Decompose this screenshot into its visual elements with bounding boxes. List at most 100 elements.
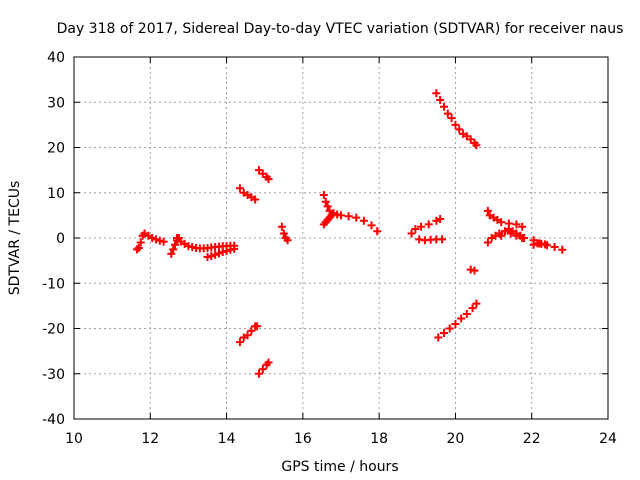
data-point <box>497 231 506 240</box>
x-tick-label: 22 <box>523 431 541 447</box>
data-point <box>214 249 223 258</box>
data-point <box>247 326 256 335</box>
tick-labels: 10 12 14 16 18 20 22 24 -40 -30 -20 -10 0 10 20 30 40 <box>42 50 617 447</box>
data-series <box>319 211 336 229</box>
data-series <box>235 322 262 347</box>
data-point <box>443 109 452 118</box>
data-series <box>529 239 550 249</box>
x-tick-label: 12 <box>141 431 159 447</box>
y-tick-label: -30 <box>42 367 65 383</box>
data-point <box>254 369 263 378</box>
data-point <box>264 175 273 184</box>
data-point <box>439 329 448 338</box>
data-point <box>455 125 464 134</box>
data-series <box>415 235 447 245</box>
data-point <box>472 141 481 150</box>
data-series <box>277 222 292 245</box>
data-series <box>254 358 273 378</box>
data-point <box>337 211 345 220</box>
x-tick-label: 10 <box>65 431 83 447</box>
y-tick-label: -40 <box>42 412 65 428</box>
chart-title: Day 318 of 2017, Sidereal Day-to-day VTE… <box>57 21 624 37</box>
x-tick-label: 18 <box>370 431 388 447</box>
data-point <box>512 220 521 229</box>
x-tick-label: 24 <box>599 431 617 447</box>
data-point <box>518 222 527 231</box>
data-series <box>466 265 479 275</box>
y-tick-label: -10 <box>42 276 65 292</box>
data-series <box>407 214 445 238</box>
data-point <box>352 213 361 222</box>
data-point <box>367 221 376 230</box>
data-point <box>152 235 161 244</box>
data-point <box>167 249 176 258</box>
data-point <box>462 310 471 319</box>
data-point <box>148 234 157 242</box>
data-point <box>497 218 506 227</box>
data-point <box>438 235 447 244</box>
x-tick-label: 16 <box>294 431 312 447</box>
data-point <box>445 324 454 333</box>
data-series <box>172 234 239 253</box>
data-point <box>134 243 143 252</box>
data-point <box>283 236 292 245</box>
data-point <box>258 365 267 374</box>
data-point <box>321 197 330 206</box>
data-series <box>235 184 260 204</box>
x-tick-label: 20 <box>447 431 465 447</box>
data-point <box>277 222 286 231</box>
data-point <box>222 247 231 256</box>
y-tick-label: -20 <box>42 322 65 338</box>
data-point <box>136 238 145 247</box>
y-tick-label: 10 <box>47 186 65 202</box>
data-point <box>373 227 382 236</box>
y-tick-label: 40 <box>47 50 65 66</box>
y-axis-label: SDTVAR / TECUs <box>7 181 23 296</box>
data-series <box>203 244 239 262</box>
data-point <box>457 314 466 323</box>
data-point <box>207 252 216 261</box>
data-point <box>417 222 426 231</box>
data-point <box>550 243 559 252</box>
data-series <box>529 236 567 254</box>
data-series <box>319 191 382 236</box>
data-point <box>169 245 178 254</box>
data-point <box>251 195 260 204</box>
data-point <box>424 220 433 229</box>
data-point <box>319 191 328 200</box>
data-series <box>483 206 527 231</box>
y-tick-label: 20 <box>47 141 65 157</box>
axis-ticks <box>73 56 609 420</box>
data-point <box>436 95 445 104</box>
data-point <box>436 214 445 223</box>
data-series <box>432 89 481 150</box>
data-point <box>541 240 550 249</box>
data-point <box>327 211 336 220</box>
data-point <box>468 304 477 313</box>
data-point <box>558 245 567 254</box>
data-series <box>497 224 529 242</box>
x-axis-label: GPS time / hours <box>281 459 398 475</box>
data-points <box>132 89 567 378</box>
data-point <box>279 229 288 238</box>
data-point <box>447 114 456 123</box>
data-point <box>230 244 239 253</box>
data-point <box>472 299 481 308</box>
data-point <box>323 202 332 211</box>
data-point <box>235 184 244 193</box>
data-point <box>470 266 479 275</box>
data-point <box>432 89 441 98</box>
y-tick-label: 30 <box>47 95 65 111</box>
data-point <box>359 216 368 225</box>
y-tick-label: 0 <box>56 231 65 247</box>
data-point <box>243 331 252 340</box>
x-tick-label: 14 <box>218 431 236 447</box>
data-point <box>483 238 492 247</box>
data-point <box>235 338 244 347</box>
data-point <box>264 358 273 367</box>
data-point <box>211 250 220 259</box>
data-point <box>483 206 492 215</box>
data-point <box>344 212 353 221</box>
